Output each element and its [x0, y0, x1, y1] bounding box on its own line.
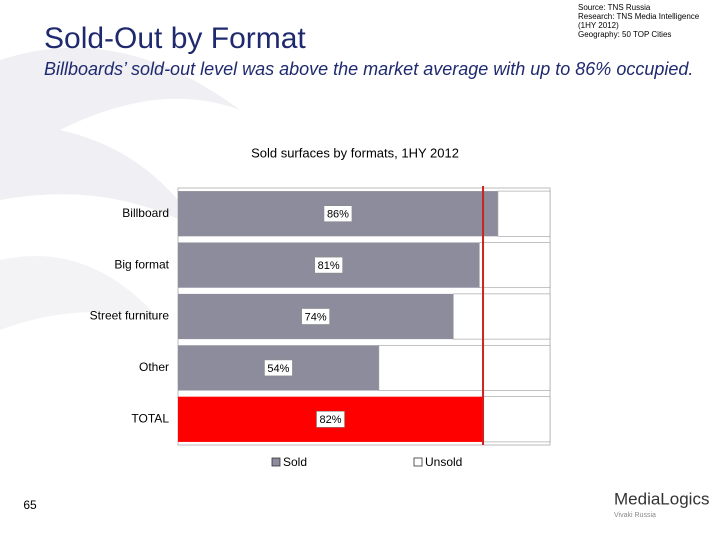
data-label-box — [264, 359, 293, 377]
page-number: 65 — [23, 498, 37, 512]
subtitle-box: Billboards’ sold-out level was above the… — [44, 59, 694, 79]
data-label: 74% — [305, 311, 327, 323]
y-tick-label: Big format — [114, 257, 169, 271]
logo: MediaLogics — [614, 489, 709, 508]
legend-swatch — [271, 457, 281, 467]
bar-segment — [378, 344, 551, 391]
data-label: 82% — [320, 414, 342, 426]
data-label: 86% — [327, 209, 349, 221]
background-swirl — [0, 47, 240, 230]
y-tick-label: Other — [139, 360, 169, 374]
chart-title: Sold surfaces by formats, 1HY 2012 — [251, 145, 459, 160]
background-swirl — [0, 256, 160, 330]
data-label-box — [316, 410, 345, 428]
data-label-box — [301, 308, 330, 325]
source-line: (1HY 2012) — [578, 21, 619, 30]
logo-sub: Vivaki Russia — [614, 512, 656, 519]
legend-label: Sold — [283, 455, 307, 469]
data-label: 81% — [318, 260, 340, 272]
y-tick-label: Street furniture — [90, 309, 170, 323]
legend-swatch — [413, 457, 423, 467]
bar-segment — [497, 190, 551, 237]
subtitle: Billboards’ sold-out level was above the… — [44, 59, 694, 79]
title: Sold-Out by Format — [44, 22, 306, 55]
source: Source: TNS Russia Research: TNS Media In… — [578, 3, 700, 39]
data-label-box — [314, 256, 343, 274]
source-line: Geography: 50 TOP Cities — [578, 30, 671, 39]
source-line: Source: TNS Russia — [578, 3, 651, 12]
bar-segment — [452, 293, 551, 340]
data-label: 54% — [267, 363, 289, 375]
bar-segment — [482, 396, 551, 443]
data-label-box — [323, 205, 353, 222]
source-line: Research: TNS Media Intelligence — [578, 12, 700, 21]
legend-label: Unsold — [425, 455, 462, 469]
y-tick-label: Billboard — [122, 206, 169, 220]
bar-segment — [479, 242, 551, 289]
y-tick-label: TOTAL — [131, 411, 169, 425]
